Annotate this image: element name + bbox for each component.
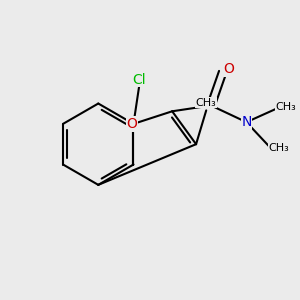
Text: CH₃: CH₃ [276, 102, 296, 112]
Text: Cl: Cl [132, 73, 146, 87]
Text: CH₃: CH₃ [268, 143, 289, 153]
Text: CH₃: CH₃ [196, 98, 217, 107]
Text: O: O [223, 62, 234, 76]
Text: O: O [127, 117, 137, 131]
Text: N: N [241, 115, 252, 129]
